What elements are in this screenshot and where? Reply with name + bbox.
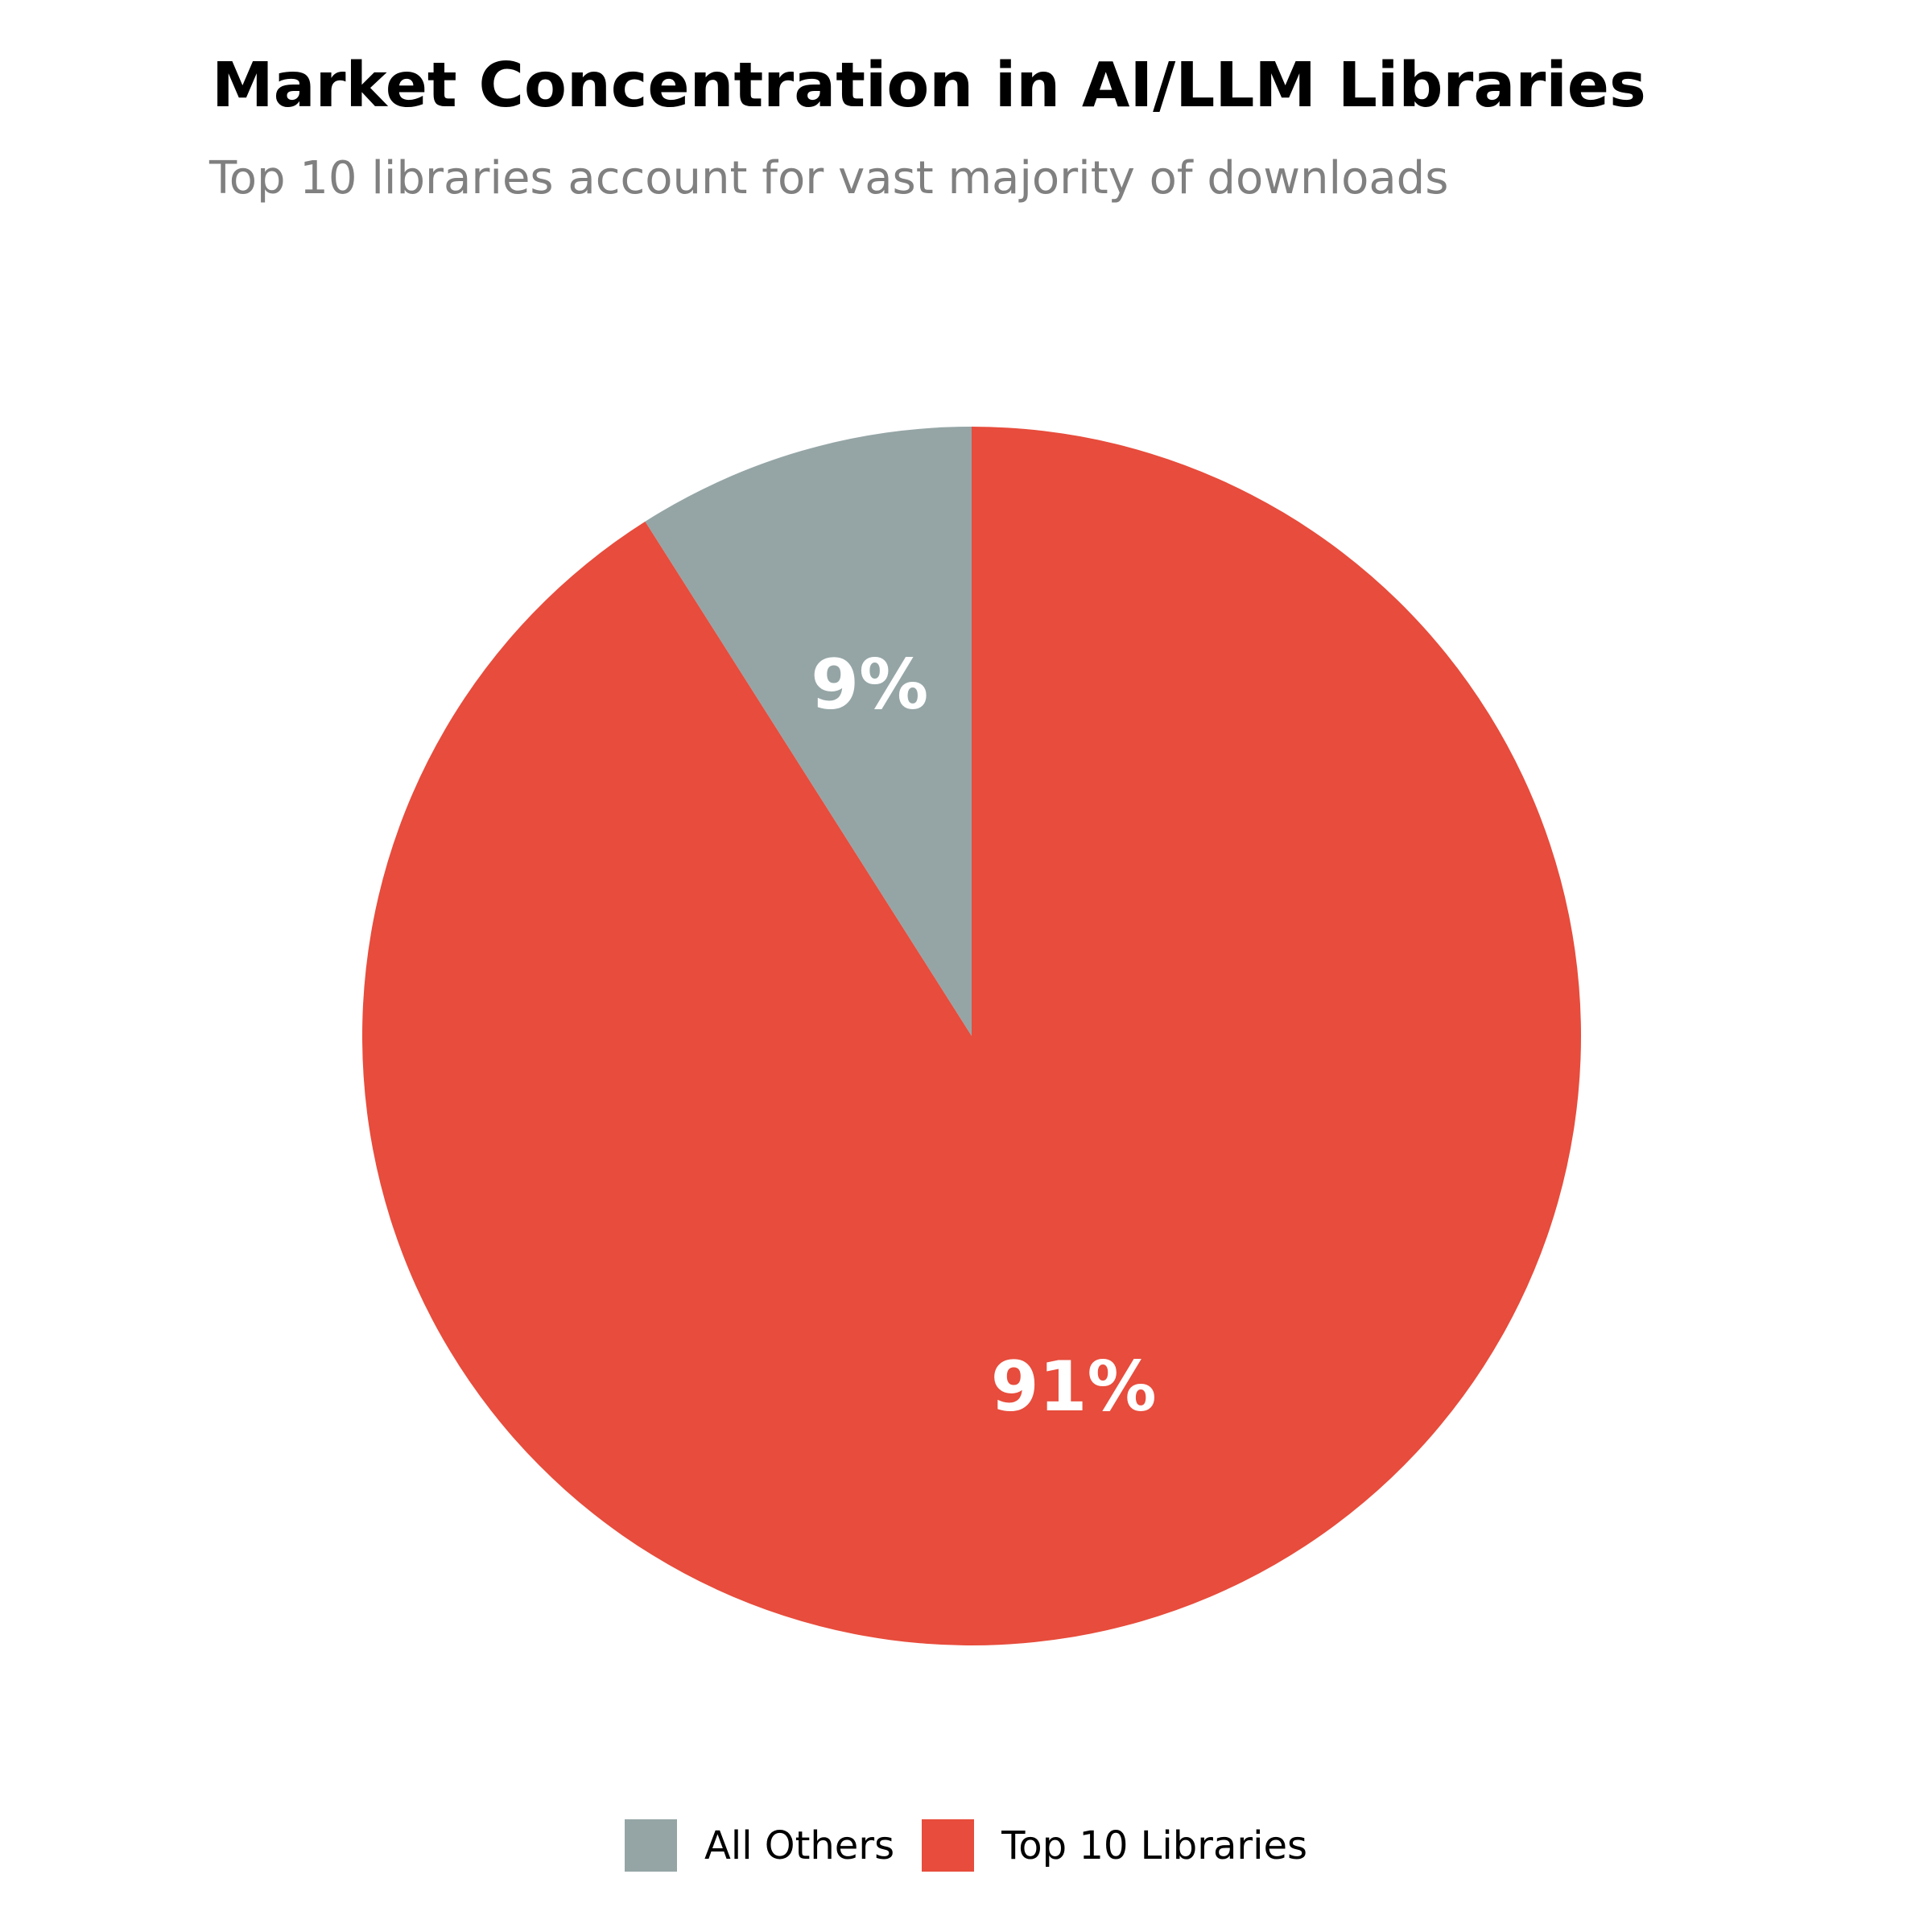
pie-slice-all-others <box>645 427 972 1036</box>
chart-title: Market Concentration in AI/LLM Libraries <box>212 50 1646 122</box>
legend-label: All Others <box>704 1823 895 1868</box>
legend-item: All Others <box>625 1819 894 1872</box>
legend: All Others Top 10 Libraries <box>0 1819 1932 1872</box>
chart-subtitle: Top 10 libraries account for vast majori… <box>209 152 1449 204</box>
legend-swatch <box>625 1819 678 1872</box>
pie-slice-label: 9% <box>811 645 928 725</box>
pie-slice-labels: 9% 91% <box>811 645 1156 1427</box>
legend-swatch <box>922 1819 975 1872</box>
legend-label: Top 10 Libraries <box>1001 1823 1307 1868</box>
legend-item: Top 10 Libraries <box>922 1819 1307 1872</box>
pie-slice-label: 91% <box>991 1347 1157 1427</box>
pie-slices <box>361 427 1581 1645</box>
pie-slice-top-10-libraries <box>361 427 1581 1645</box>
